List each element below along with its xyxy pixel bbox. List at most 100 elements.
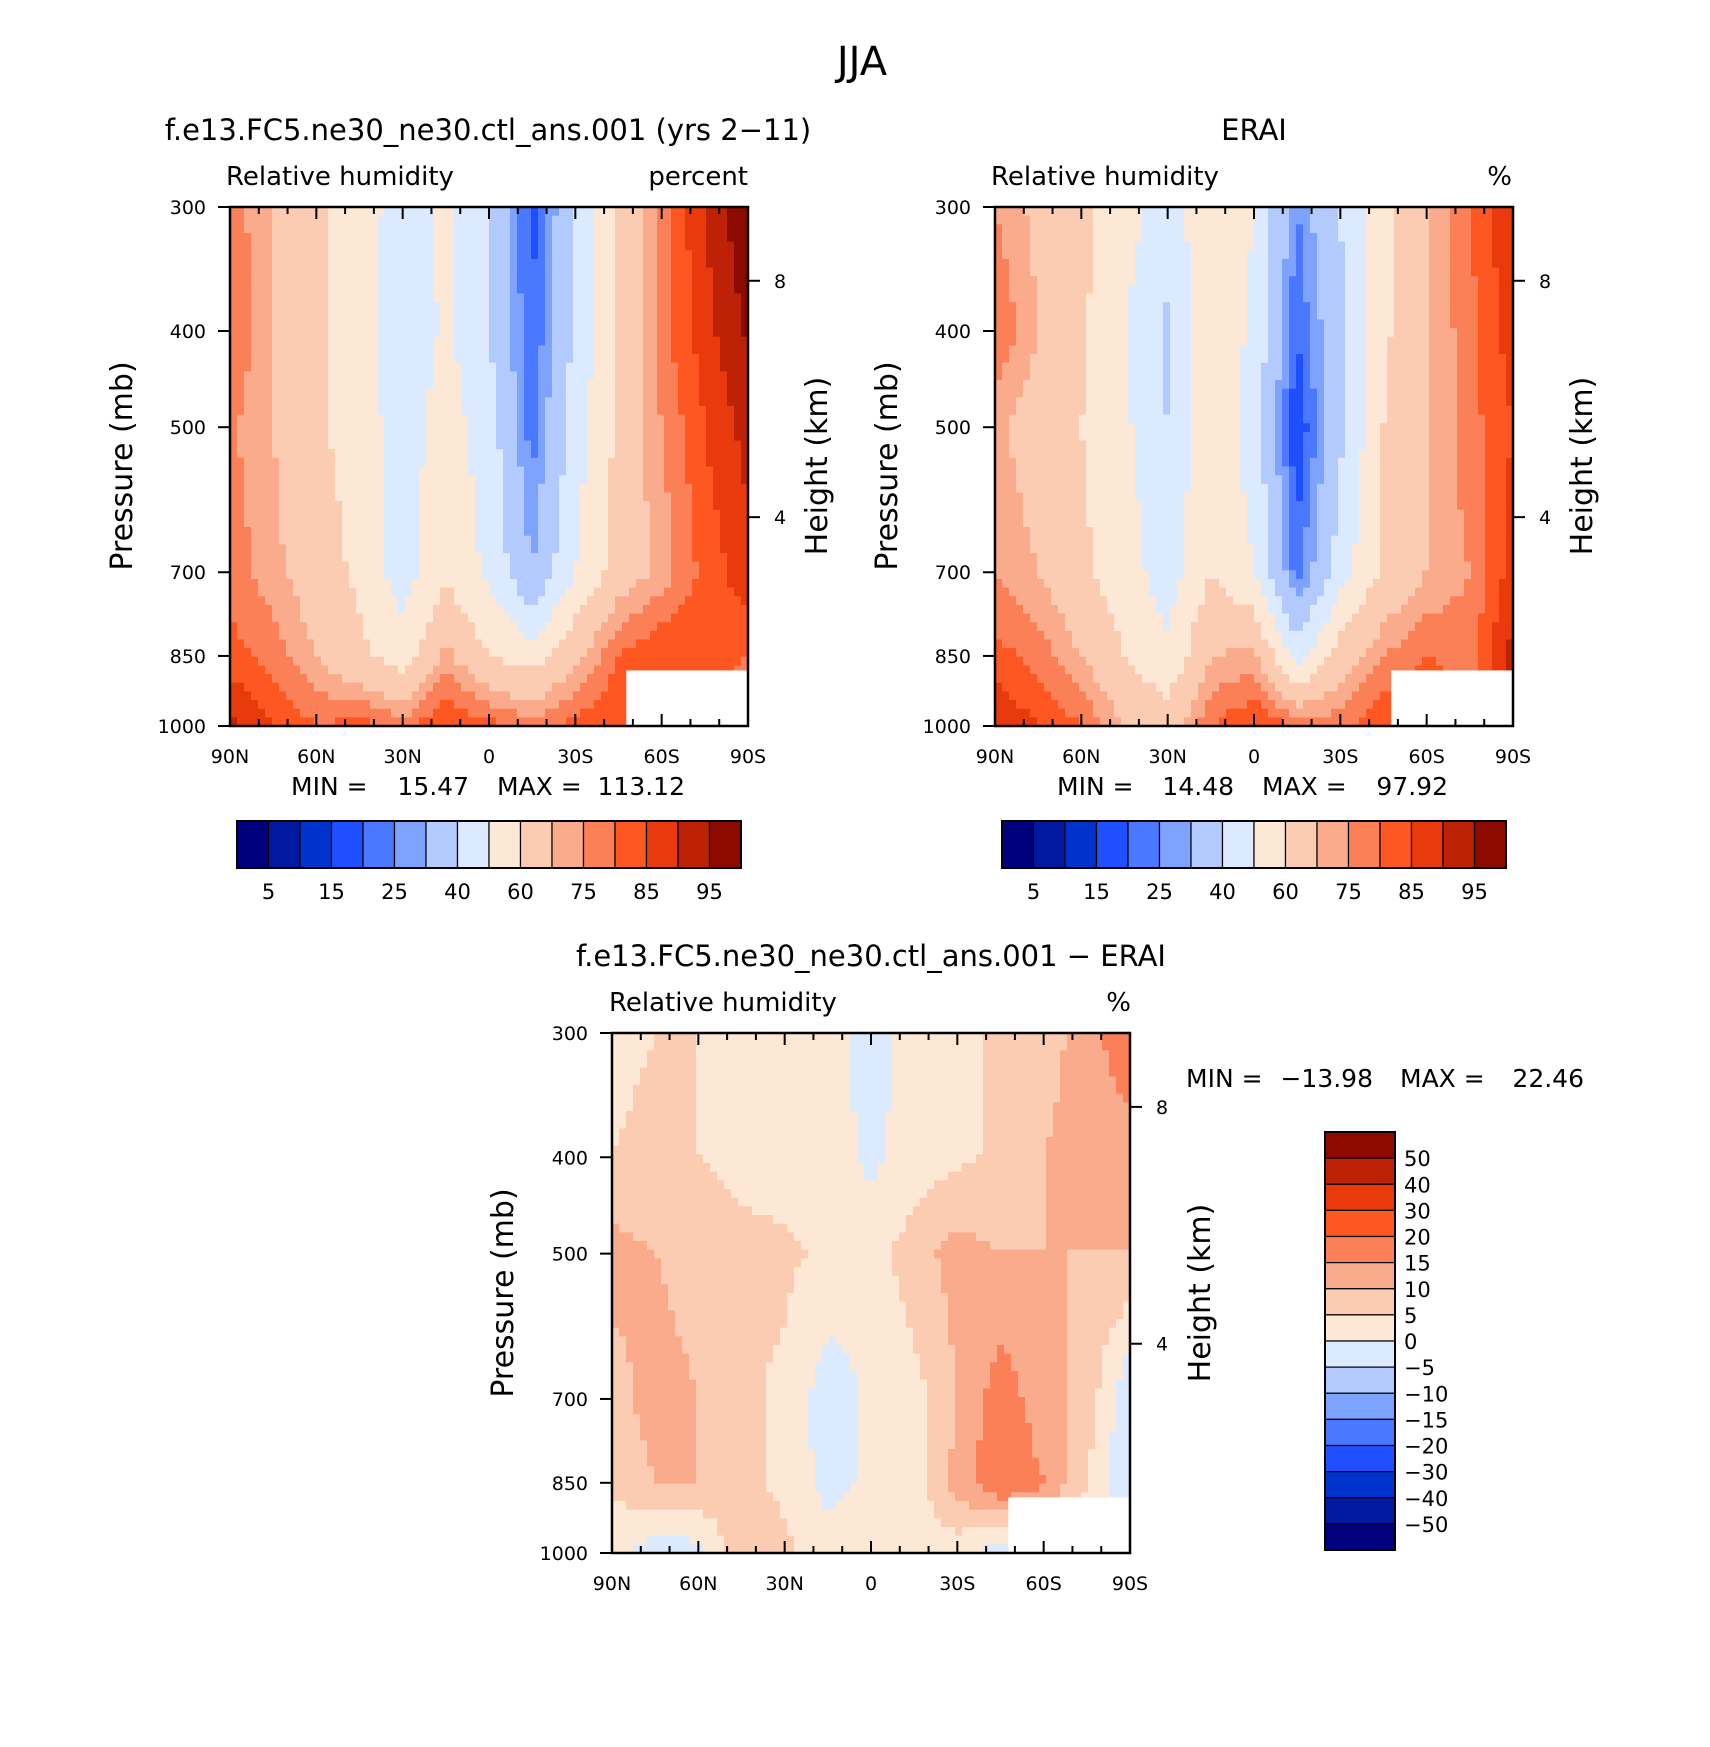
y-axis-label: Pressure (mb) [105,361,140,570]
field-cell [671,483,679,494]
field-cell [412,544,420,554]
field-cell [1037,293,1045,303]
field-cell [447,362,455,372]
field-cell [384,509,392,519]
field-cell [272,405,280,416]
field-cell [622,414,630,424]
field-cell [1030,293,1038,303]
field-cell [412,691,420,701]
field-cell [503,371,511,381]
field-cell [699,362,707,372]
field-cell [370,276,378,286]
field-cell [293,362,301,372]
field-cell [559,639,567,649]
field-cell [272,388,280,398]
field-cell [300,440,308,450]
field-cell [349,501,357,511]
field-cell [454,587,462,597]
field-cell [433,639,441,649]
field-cell [258,553,266,563]
field-cell [286,457,294,468]
field-cell [671,656,679,667]
field-cell [489,475,497,485]
field-cell [482,241,490,251]
field-cell [440,380,448,390]
field-cell [685,267,693,277]
field-cell [657,388,665,398]
field-cell [1016,639,1024,649]
field-cell [461,276,469,286]
field-cell [1002,682,1010,692]
field-cell [692,388,700,398]
field-cell [244,648,252,658]
field-cell [995,267,1003,277]
field-cell [328,310,336,321]
field-cell [685,596,693,606]
field-cell [615,613,623,623]
field-cell [552,405,560,416]
field-cell [468,578,476,589]
field-cell [412,449,420,459]
field-cell [727,405,735,416]
field-cell [349,457,357,468]
field-cell [370,267,378,277]
field-cell [272,630,280,641]
field-cell [230,604,238,615]
field-cell [440,328,448,338]
field-cell [713,207,721,217]
field-cell [636,457,644,468]
field-cell [482,336,490,346]
field-cell [258,440,266,450]
field-cell [412,258,420,269]
field-cell [412,423,420,433]
field-cell [524,527,532,537]
field-cell [538,440,546,450]
field-cell [314,431,322,442]
field-cell [370,682,378,692]
field-cell [636,232,644,243]
field-cell [482,674,490,684]
field-cell [594,665,602,675]
field-cell [580,345,588,355]
field-cell [995,258,1003,269]
field-cell [328,250,336,260]
field-cell [440,310,448,321]
field-cell [622,405,630,416]
field-cell [531,561,539,571]
field-cell [440,570,448,580]
field-cell [1037,509,1045,519]
field-cell [237,682,245,692]
field-cell [524,345,532,355]
field-cell [272,553,280,563]
field-cell [608,509,616,519]
field-cell [741,648,749,658]
field-cell [335,267,343,277]
field-cell [433,466,441,476]
field-cell [1044,224,1052,234]
field-cell [237,553,245,563]
field-cell [398,691,406,701]
field-cell [741,630,749,641]
field-cell [363,518,371,528]
field-cell [321,431,329,442]
field-cell [447,232,455,243]
field-cell [293,674,301,684]
field-cell [545,475,553,485]
field-cell [622,345,630,355]
field-cell [482,639,490,649]
field-cell [664,483,672,494]
field-cell [734,336,742,346]
field-cell [244,207,252,217]
field-cell [559,276,567,286]
field-cell [258,700,266,710]
field-cell [615,362,623,372]
field-cell [440,250,448,260]
field-cell [538,639,546,649]
colorbar-swatch [267,820,301,869]
field-cell [706,587,714,597]
field-cell [363,622,371,632]
field-cell [356,328,364,338]
field-cell [363,397,371,407]
field-cell [517,587,525,597]
field-cell [636,258,644,269]
